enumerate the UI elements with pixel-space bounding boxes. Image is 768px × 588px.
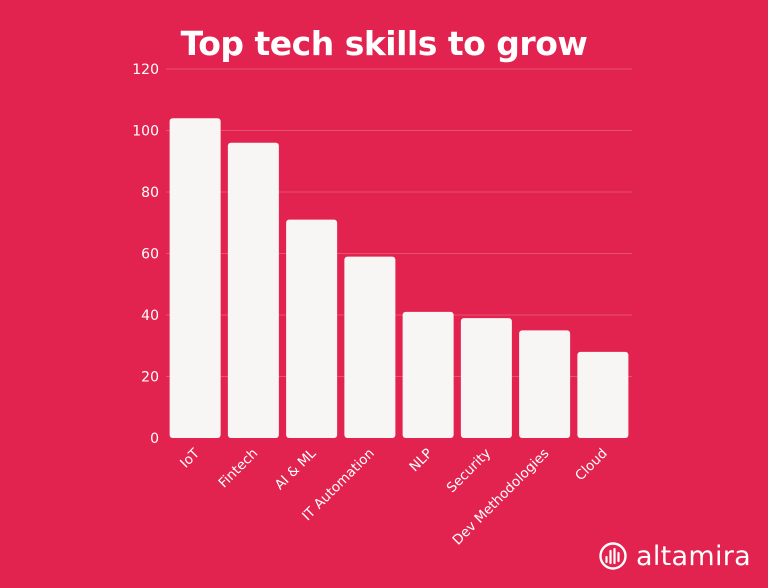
bar-cloud (577, 351, 629, 438)
bar-ai-ml (286, 219, 338, 438)
bar-fintech (227, 142, 279, 439)
bar-security (460, 318, 512, 438)
chart-title: Top tech skills to grow (180, 24, 588, 63)
x-tick-label: Dev Methodologies (450, 446, 553, 549)
y-tick-label: 80 (141, 185, 159, 201)
x-tick-label: Fintech (215, 446, 261, 492)
x-tick-label: AI & ML (272, 445, 320, 493)
y-tick-label: 100 (132, 124, 159, 140)
x-tick-label: Security (444, 446, 495, 497)
y-tick-label: 60 (141, 247, 159, 263)
y-tick-label: 120 (132, 62, 159, 78)
bar-nlp (402, 311, 454, 438)
y-tick-label: 40 (141, 308, 159, 324)
altamira-logo-icon (599, 542, 627, 570)
y-tick-label: 0 (150, 431, 159, 447)
x-tick-label: Cloud (572, 446, 611, 485)
x-tick-label: NLP (406, 446, 436, 476)
brand-name: altamira (636, 540, 752, 572)
bar-iot (169, 118, 221, 438)
bar-dev-methodologies (519, 330, 571, 438)
brand-logo: altamira (598, 538, 751, 574)
bar-it-automation (344, 256, 396, 438)
y-tick-label: 20 (141, 370, 159, 386)
x-tick-label: IoT (177, 445, 203, 471)
